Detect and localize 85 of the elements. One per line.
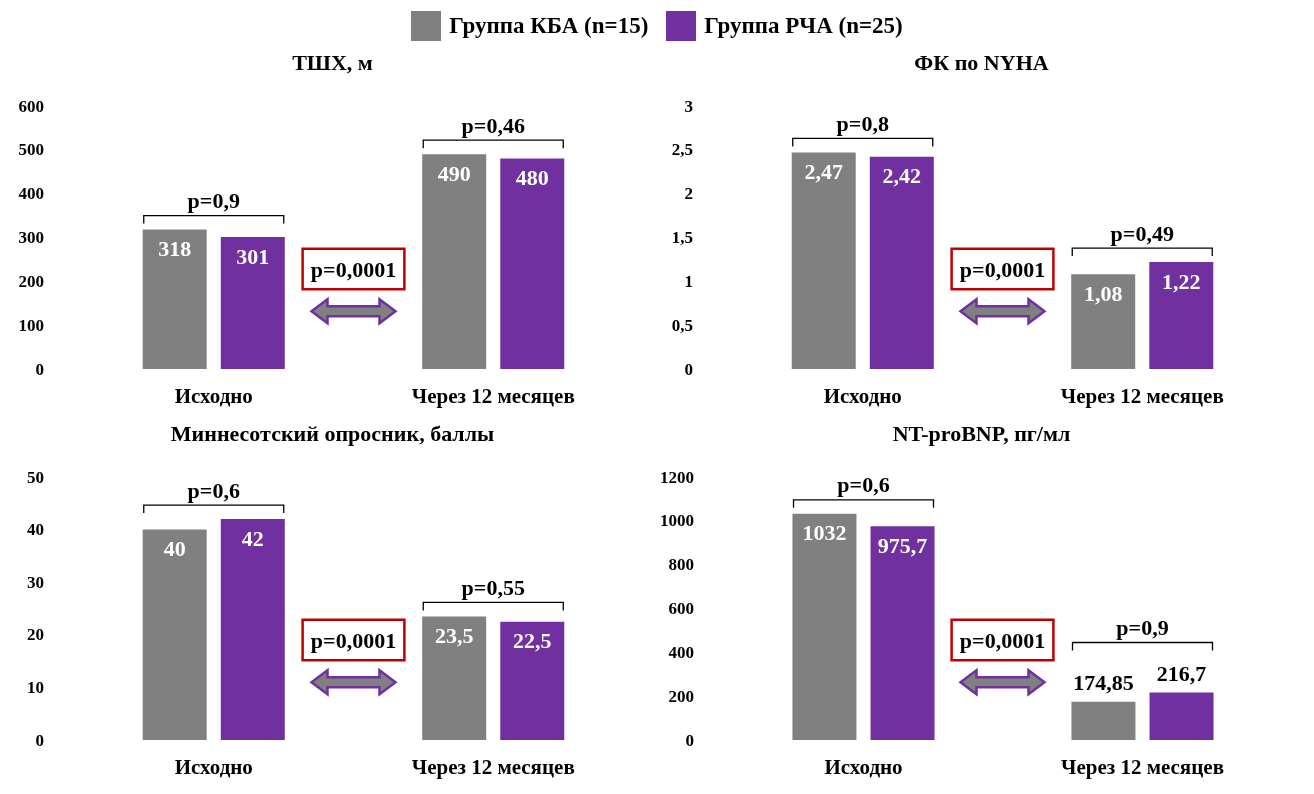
annotation: p=0,0001 <box>959 627 1046 653</box>
bar <box>870 526 935 740</box>
data-label: 23,5 <box>434 622 474 648</box>
bar <box>869 156 934 369</box>
y-tick-label: 400 <box>18 184 44 204</box>
y-tick-label: 600 <box>18 96 44 116</box>
y-tick-label: 10 <box>27 677 44 697</box>
y-tick-label: 500 <box>18 140 44 160</box>
y-tick-label: 1200 <box>660 467 694 487</box>
data-label: 1032 <box>802 520 847 546</box>
annotation: p=0,9 <box>1116 615 1169 641</box>
data-label: 174,85 <box>1073 670 1134 696</box>
y-tick-label: 50 <box>27 467 44 487</box>
y-tick-label: 20 <box>27 625 44 645</box>
bar <box>792 513 857 740</box>
bar <box>1071 701 1136 740</box>
bar <box>1071 274 1136 369</box>
data-label: 2,42 <box>882 163 922 189</box>
bar <box>142 529 207 740</box>
x-tick-label: Исходно <box>824 754 903 779</box>
bar <box>220 237 285 369</box>
y-tick-label: 0 <box>685 730 694 750</box>
annotation: p=0,6 <box>187 477 240 503</box>
y-tick-label: 3 <box>684 96 693 116</box>
y-tick-label: 30 <box>27 572 44 592</box>
chart-title: Миннесотский опросник, баллы <box>170 420 495 446</box>
y-tick-label: 0 <box>35 730 44 750</box>
data-label: 1,22 <box>1162 268 1201 294</box>
data-label: 480 <box>515 165 549 191</box>
annotation: p=0,46 <box>461 112 525 138</box>
x-tick-label: Через 12 месяцев <box>1061 754 1224 779</box>
y-tick-label: 300 <box>18 228 44 247</box>
y-tick-label: 100 <box>18 315 44 335</box>
annotation: p=0,0001 <box>310 256 397 282</box>
legend-label: Группа РЧА (n=25) <box>704 13 903 39</box>
y-tick-label: 200 <box>668 686 694 706</box>
data-label: 42 <box>241 525 264 551</box>
annotation: p=0,0001 <box>310 627 397 653</box>
y-tick-label: 0 <box>684 359 693 379</box>
x-tick-label: Исходно <box>174 383 253 408</box>
y-tick-label: 1 <box>684 271 693 291</box>
data-label: 975,7 <box>877 532 928 558</box>
data-label: 318 <box>158 236 192 262</box>
chart-title: ФК по NYHA <box>914 49 1049 75</box>
annotation: p=0,0001 <box>959 256 1046 282</box>
y-tick-label: 1000 <box>660 511 694 531</box>
y-tick-label: 200 <box>18 271 44 291</box>
y-tick-label: 400 <box>668 642 694 662</box>
annotation: p=0,8 <box>836 110 889 136</box>
y-tick-label: 600 <box>668 599 694 618</box>
bar <box>791 152 856 369</box>
x-tick-label: Через 12 месяцев <box>1060 383 1224 408</box>
annotation: p=0,55 <box>461 574 525 600</box>
y-tick-label: 0 <box>35 359 44 379</box>
y-tick-label: 40 <box>27 520 44 540</box>
legend-label: Группа КБА (n=15) <box>449 13 649 39</box>
bar <box>1149 262 1214 369</box>
x-tick-label: Через 12 месяцев <box>411 754 575 779</box>
y-tick-label: 800 <box>668 555 694 575</box>
data-label: 1,08 <box>1083 280 1123 306</box>
chart-title: ТШХ, м <box>292 49 373 75</box>
data-label: 40 <box>163 536 186 562</box>
y-tick-label: 0,5 <box>671 315 693 335</box>
y-tick-label: 1,5 <box>671 228 693 247</box>
annotation: p=0,49 <box>1110 220 1174 246</box>
data-label: 490 <box>437 160 471 186</box>
annotation: p=0,6 <box>837 472 890 498</box>
y-tick-label: 2,5 <box>671 140 693 160</box>
data-label: 301 <box>236 243 270 269</box>
annotation: p=0,9 <box>187 188 240 214</box>
data-label: 2,47 <box>804 158 843 184</box>
bar <box>422 154 487 369</box>
x-tick-label: Исходно <box>823 383 902 408</box>
x-tick-label: Исходно <box>174 754 253 779</box>
x-tick-label: Через 12 месяцев <box>411 383 575 408</box>
bar <box>1149 692 1214 740</box>
data-label: 22,5 <box>513 628 552 654</box>
data-label: 216,7 <box>1156 661 1207 687</box>
y-tick-label: 2 <box>684 184 693 204</box>
bar <box>500 158 565 369</box>
bar <box>422 616 487 740</box>
chart-title: NT-proBNP, пг/мл <box>892 420 1071 446</box>
bar <box>220 519 285 740</box>
bar <box>142 229 207 369</box>
bar <box>500 621 565 740</box>
